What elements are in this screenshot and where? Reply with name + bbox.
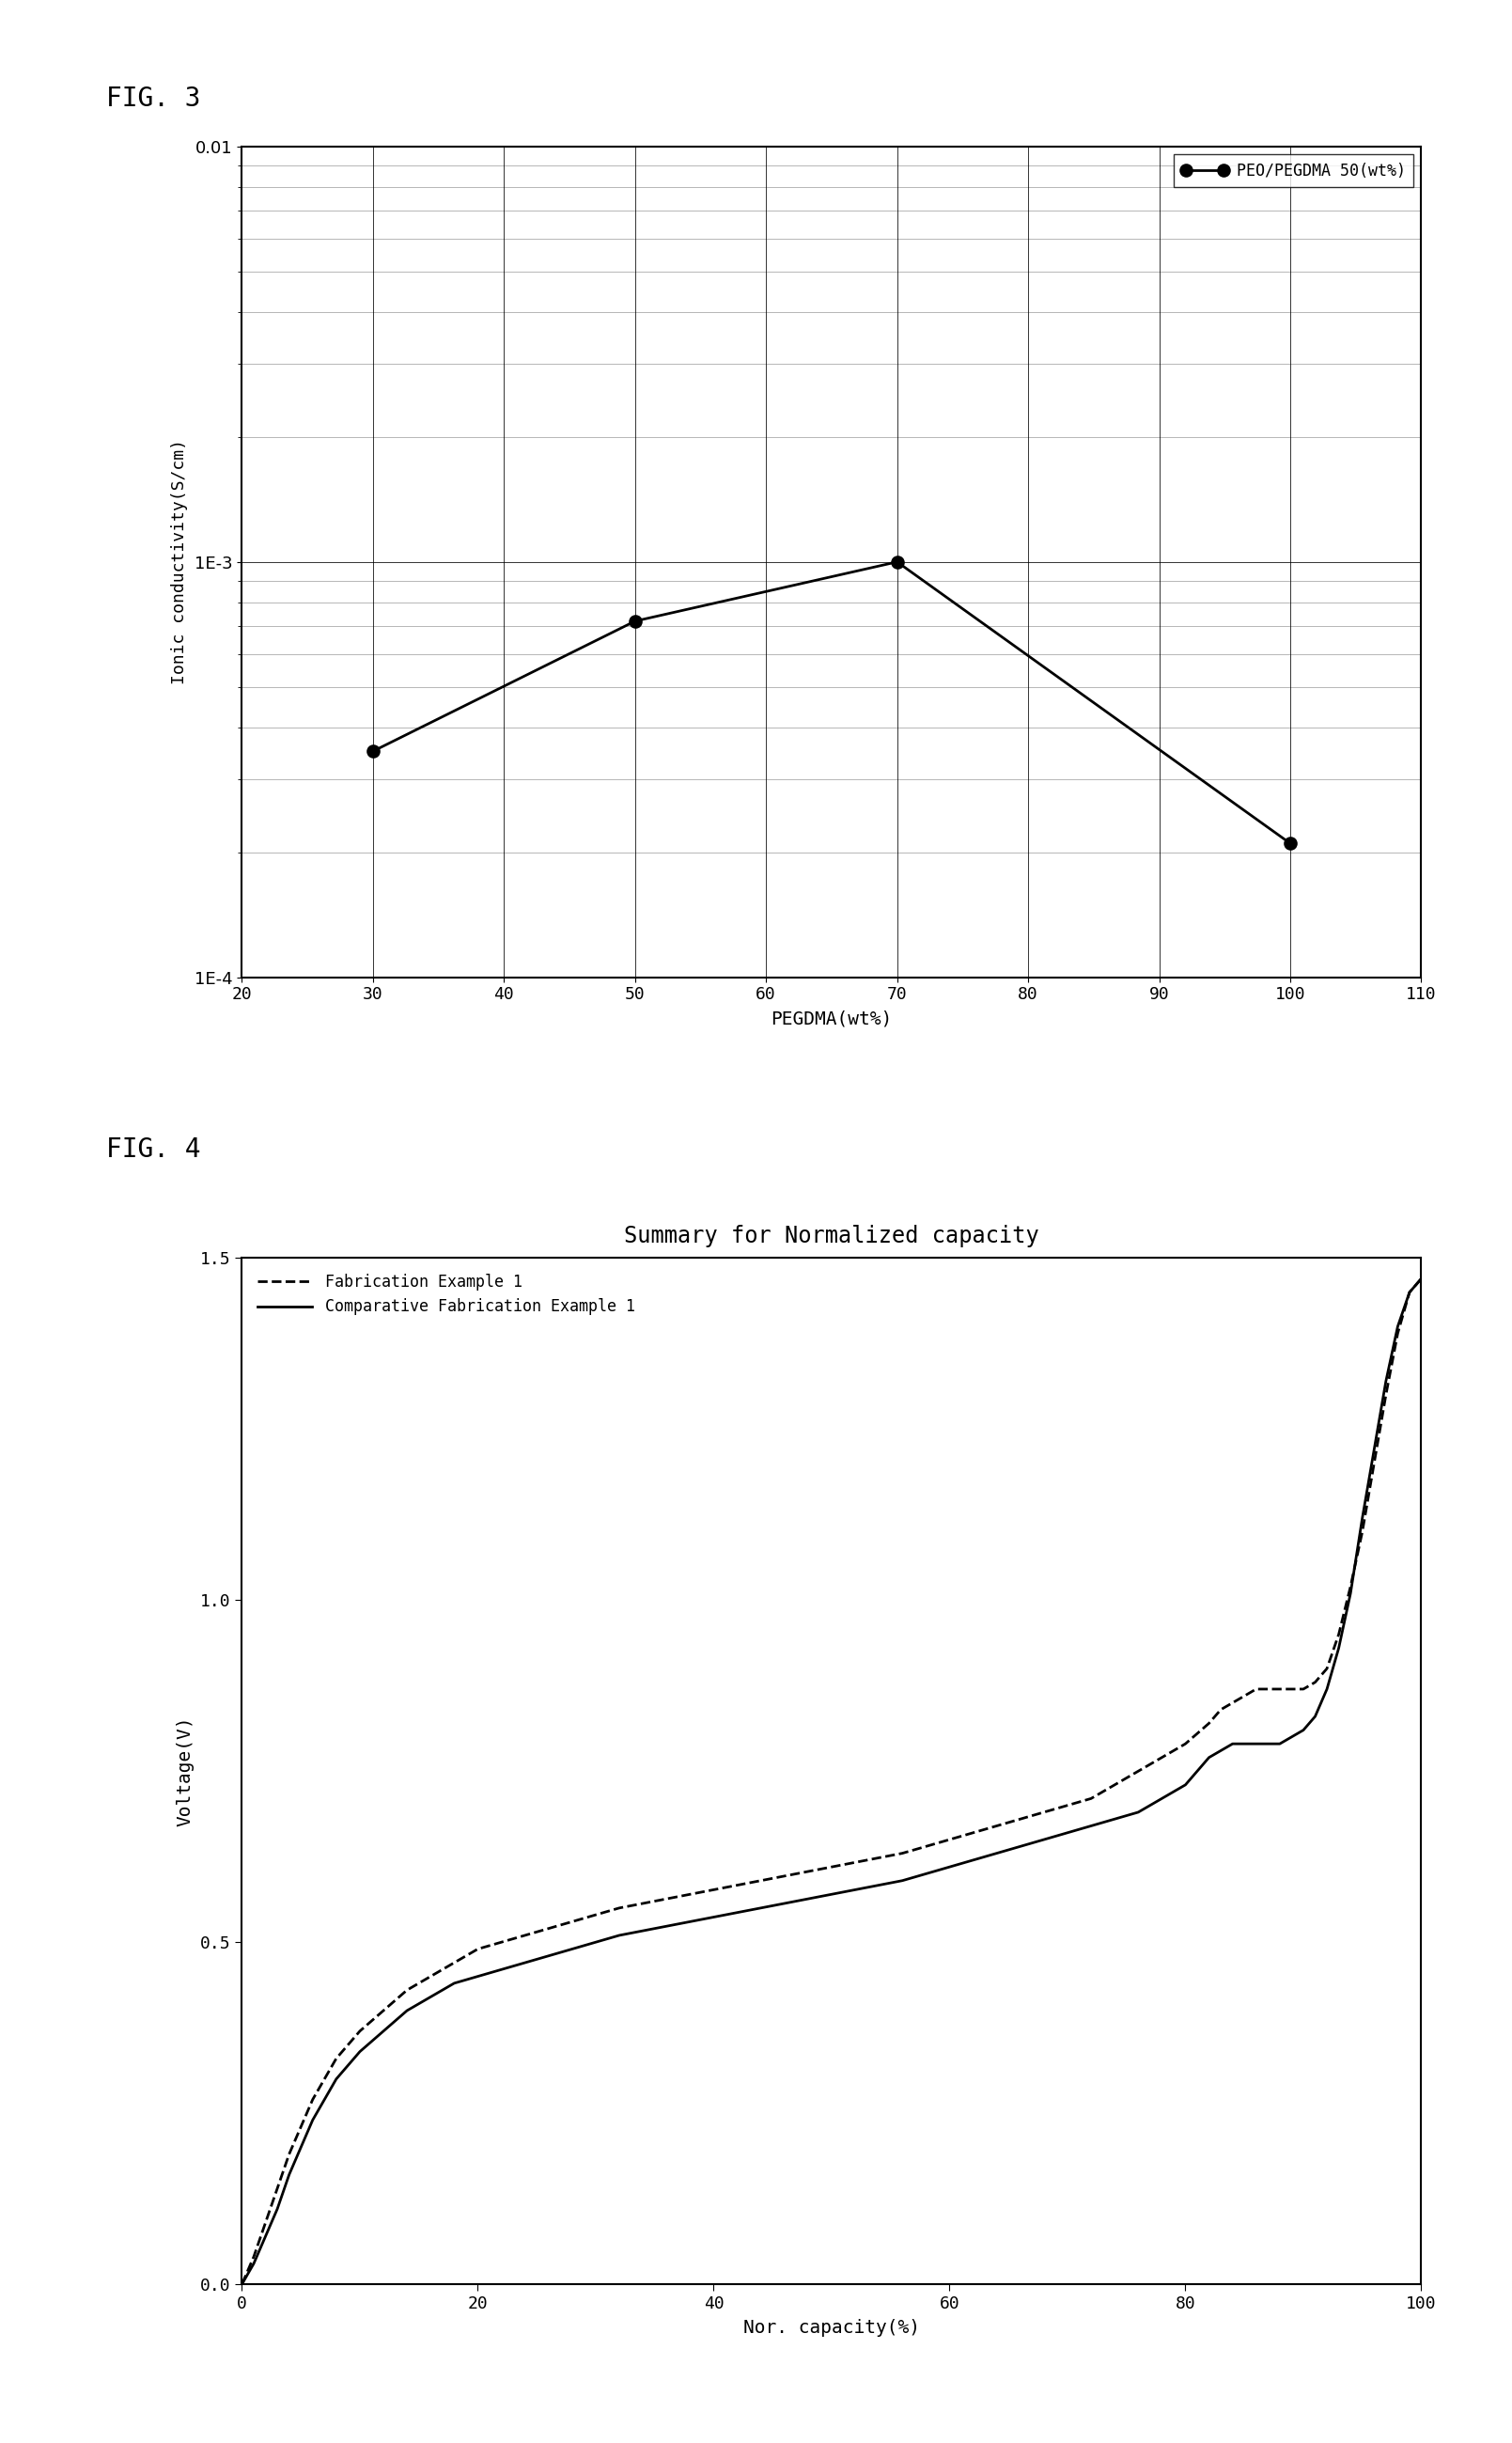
Comparative Fabrication Example 1	[233, 2270, 251, 2299]
Title: Summary for Normalized capacity: Summary for Normalized capacity	[624, 1224, 1039, 1248]
Comparative Fabrication Example 1	[1083, 1810, 1101, 1840]
X-axis label: PEGDMA(wt%): PEGDMA(wt%)	[771, 1009, 892, 1029]
Comparative Fabrication Example 1	[1400, 1278, 1418, 1307]
Fabrication Example 1	[1412, 1263, 1430, 1292]
Line: Fabrication Example 1: Fabrication Example 1	[242, 1278, 1421, 2284]
Comparative Fabrication Example 1	[398, 1996, 416, 2025]
Text: FIG. 4: FIG. 4	[106, 1136, 200, 1163]
Comparative Fabrication Example 1	[493, 1954, 511, 1984]
Y-axis label: Ionic conductivity(S/cm): Ionic conductivity(S/cm)	[171, 440, 187, 684]
Fabrication Example 1	[611, 1893, 629, 1923]
Text: FIG. 3: FIG. 3	[106, 86, 200, 112]
Fabrication Example 1	[965, 1818, 983, 1847]
Legend: PEO/PEGDMA 50(wt%): PEO/PEGDMA 50(wt%)	[1173, 154, 1414, 188]
Fabrication Example 1	[1318, 1654, 1337, 1683]
Legend: Fabrication Example 1, Comparative Fabrication Example 1: Fabrication Example 1, Comparative Fabri…	[249, 1265, 643, 1324]
Fabrication Example 1	[398, 1976, 416, 2006]
Fabrication Example 1	[233, 2270, 251, 2299]
Fabrication Example 1	[445, 1947, 463, 1976]
Comparative Fabrication Example 1	[292, 2133, 310, 2162]
Fabrication Example 1	[1058, 1791, 1077, 1820]
Comparative Fabrication Example 1	[1412, 1263, 1430, 1292]
Line: Comparative Fabrication Example 1: Comparative Fabrication Example 1	[242, 1278, 1421, 2284]
Comparative Fabrication Example 1	[1318, 1673, 1337, 1703]
Y-axis label: Voltage(V): Voltage(V)	[175, 1715, 194, 1827]
X-axis label: Nor. capacity(%): Nor. capacity(%)	[744, 2318, 919, 2336]
